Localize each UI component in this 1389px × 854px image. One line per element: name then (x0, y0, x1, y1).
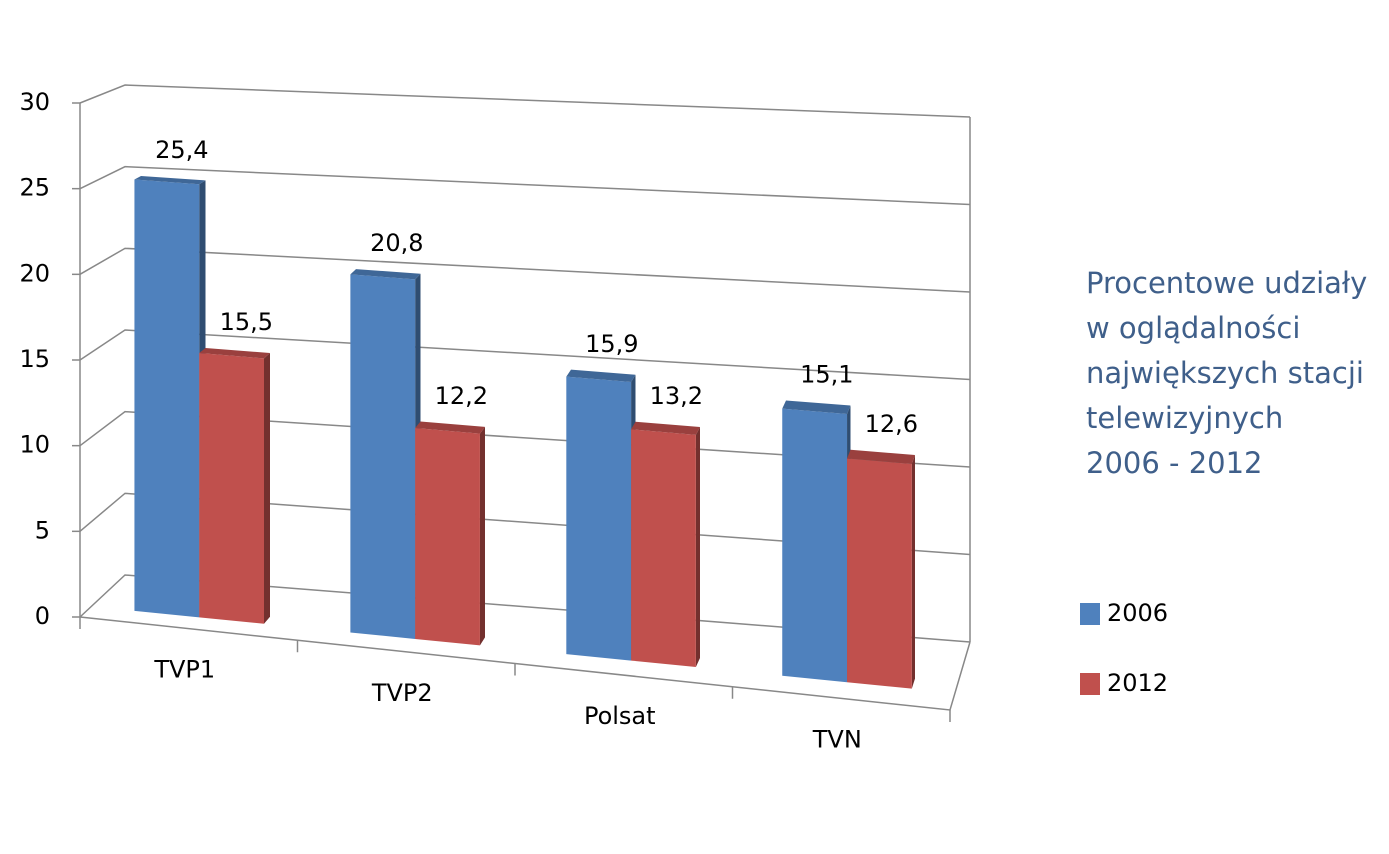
bar-front (782, 408, 848, 683)
y-tick-label: 20 (19, 259, 50, 287)
legend-label: 2012 (1107, 669, 1168, 697)
value-label: 25,4 (155, 136, 208, 164)
y-tick-label: 25 (19, 174, 50, 202)
x-tick-label: TVP1 (153, 656, 215, 684)
bar-front (199, 353, 264, 624)
bar-front (631, 429, 696, 668)
bar-side (695, 426, 700, 668)
chart-title: telewizyjnych (1086, 401, 1283, 435)
bar-top (350, 269, 421, 280)
grid-line (79, 247, 971, 293)
bar (782, 400, 851, 683)
y-tick-label: 15 (19, 345, 50, 373)
legend-label: 2006 (1107, 599, 1168, 627)
grid-line (79, 165, 971, 206)
x-tick-label: TVN (812, 725, 862, 753)
bar (350, 269, 421, 639)
legend-swatch (1080, 673, 1100, 695)
bar-top (134, 176, 206, 185)
value-label: 15,9 (585, 330, 638, 358)
bar (199, 348, 270, 624)
bar-front (847, 458, 912, 689)
bar (631, 421, 700, 668)
value-label: 15,5 (220, 308, 273, 336)
bar-front (350, 274, 416, 639)
value-label: 12,2 (435, 382, 488, 410)
bar (134, 176, 206, 618)
bar-front (134, 179, 200, 618)
value-label: 20,8 (370, 229, 423, 257)
y-tick-label: 5 (35, 516, 50, 544)
grid-line (79, 84, 971, 118)
x-tick-label: Polsat (584, 702, 656, 730)
chart-title: Procentowe udziały (1086, 266, 1367, 300)
chart-title: 2006 - 2012 (1086, 446, 1263, 480)
value-label: 13,2 (650, 382, 703, 410)
bar-front (566, 376, 632, 661)
bar-side (264, 353, 270, 624)
chart-title: największych stacji (1086, 356, 1364, 390)
bar-side (479, 426, 485, 646)
x-tick-label: TVP2 (371, 679, 433, 707)
bar-top (782, 400, 851, 415)
legend-swatch (1080, 603, 1100, 625)
y-tick-label: 0 (35, 602, 50, 630)
bar-top (847, 449, 915, 465)
bar-side (911, 455, 915, 689)
bar (566, 369, 636, 661)
value-label: 15,1 (800, 361, 853, 389)
bar (415, 421, 485, 646)
bar-top (199, 348, 270, 359)
grid-line (79, 329, 971, 381)
bar-front (415, 428, 480, 646)
bar (847, 449, 915, 689)
chart-title: w oglądalności (1086, 311, 1300, 345)
bar-top (566, 369, 636, 382)
bar-top (631, 421, 700, 435)
bar-top (415, 421, 485, 434)
y-tick-label: 30 (19, 88, 50, 116)
value-label: 12,6 (865, 410, 918, 438)
y-tick-label: 10 (19, 431, 50, 459)
